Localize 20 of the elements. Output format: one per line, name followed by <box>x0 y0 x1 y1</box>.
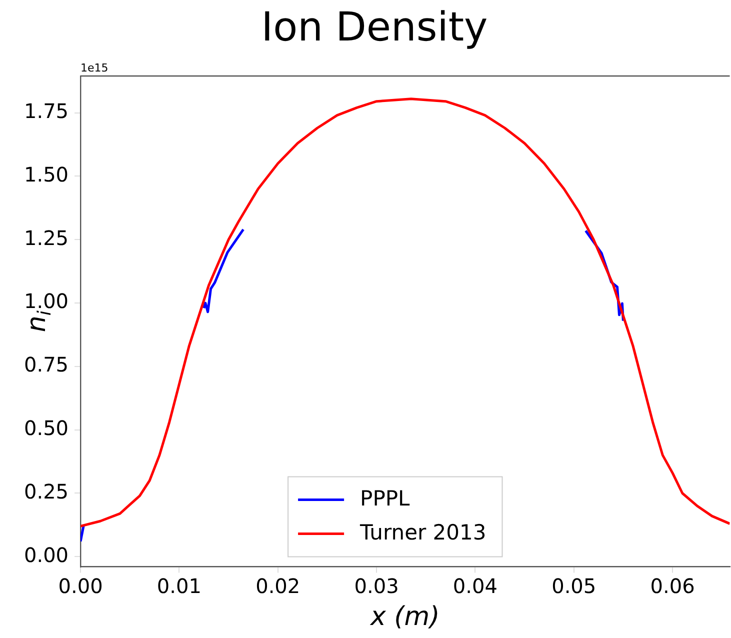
y-axis-title: ni <box>22 310 56 332</box>
legend-label: Turner 2013 <box>359 520 486 544</box>
x-tick-label: 0.01 <box>156 574 202 598</box>
x-tick-label: 0.04 <box>452 574 498 598</box>
y-tick-label: 0.50 <box>24 416 69 440</box>
y-tick-label: 1.25 <box>24 226 69 250</box>
legend-label: PPPL <box>360 486 410 510</box>
y-tick-label: 1.50 <box>24 162 69 186</box>
y-tick-label: 0.00 <box>24 542 69 567</box>
chart-title: Ion Density <box>261 4 488 50</box>
y-tick-label: 0.25 <box>24 479 69 504</box>
text: 1e15 <box>80 61 108 74</box>
y-tick-label: 1.75 <box>24 98 69 123</box>
x-tick-label: 0.03 <box>354 574 399 598</box>
x-axis-title: x (m) <box>370 602 440 632</box>
x-tick-label: 0.00 <box>58 574 103 598</box>
x-tick-label: 0.06 <box>650 574 695 598</box>
x-tick-label: 0.05 <box>552 574 596 598</box>
x-tick-label: 0.02 <box>256 574 300 598</box>
y-tick-label: 0.75 <box>24 352 69 377</box>
